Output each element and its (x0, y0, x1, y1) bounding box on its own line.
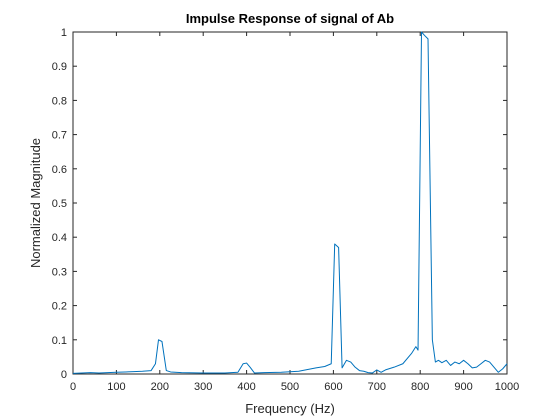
x-axis: 0 100 200 300 400 500 600 700 800 900 1000 (70, 32, 519, 393)
y-tick-label: 1 (61, 27, 67, 39)
chart-title: Impulse Response of signal of Ab (186, 11, 394, 26)
x-axis-label: Frequency (Hz) (245, 401, 335, 416)
y-tick-label: 0 (61, 369, 67, 381)
x-tick-label: 600 (324, 381, 342, 393)
x-tick-label: 0 (70, 381, 76, 393)
y-tick-label: 0.7 (52, 130, 67, 142)
x-tick-label: 500 (281, 381, 299, 393)
y-tick-label: 0.8 (52, 95, 67, 107)
x-tick-label: 300 (194, 381, 212, 393)
y-tick-label: 0.1 (52, 335, 67, 347)
y-tick-label: 0.6 (52, 164, 67, 176)
plot-area (72, 31, 508, 375)
x-tick-label: 200 (151, 381, 169, 393)
y-tick-label: 0.4 (52, 232, 67, 244)
y-tick-label: 0.5 (52, 198, 67, 210)
y-tick-label: 0.2 (52, 301, 67, 313)
x-tick-label: 1000 (495, 381, 519, 393)
y-axis-label: Normalized Magnitude (28, 138, 43, 268)
y-tick-label: 0.3 (52, 266, 67, 278)
x-tick-label: 400 (237, 381, 255, 393)
x-tick-label: 900 (454, 381, 472, 393)
x-tick-label: 700 (368, 381, 386, 393)
x-tick-label: 100 (107, 381, 125, 393)
y-tick-label: 0.9 (52, 61, 67, 73)
series-line (72, 31, 508, 374)
series-group (72, 31, 508, 374)
y-axis: 0 0.1 0.2 0.3 0.4 0.5 0.6 0.7 0.8 0.9 1 (52, 27, 507, 381)
x-tick-label: 800 (411, 381, 429, 393)
